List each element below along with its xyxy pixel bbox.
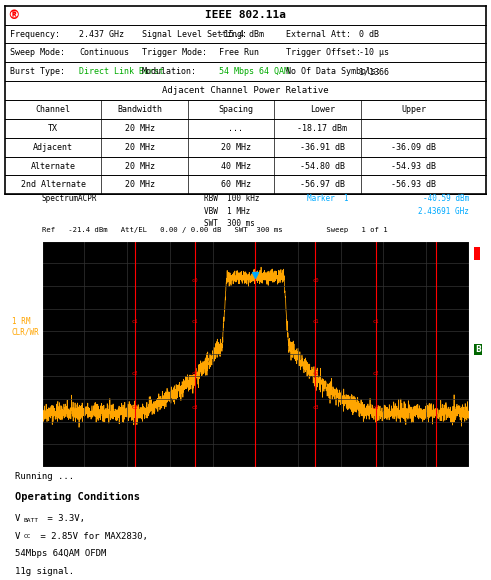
Text: Direct Link Burst: Direct Link Burst <box>80 67 164 77</box>
Text: Running ...: Running ... <box>15 472 74 481</box>
Text: CC: CC <box>23 534 31 539</box>
Text: External Att:: External Att: <box>286 30 352 39</box>
Text: -56.93 dB: -56.93 dB <box>391 180 436 190</box>
Text: B: B <box>475 345 481 354</box>
Text: = 3.3V,: = 3.3V, <box>42 514 85 523</box>
Text: VCC = 2.85V for MAX2830,: VCC = 2.85V for MAX2830, <box>0 579 1 580</box>
Text: 20 MHz: 20 MHz <box>221 143 251 152</box>
Text: c3: c3 <box>372 405 379 411</box>
Text: c1: c1 <box>192 320 198 324</box>
Text: c0: c0 <box>312 278 319 282</box>
Text: Frequency:: Frequency: <box>10 30 60 39</box>
Text: BATT: BATT <box>23 518 38 523</box>
Text: 1 RM
CLR/WR: 1 RM CLR/WR <box>12 317 40 336</box>
Text: c2: c2 <box>312 371 319 376</box>
Text: -36.91 dB: -36.91 dB <box>300 143 345 152</box>
Text: 54Mbps 64QAM OFDM: 54Mbps 64QAM OFDM <box>15 549 106 558</box>
Text: c2: c2 <box>192 371 198 376</box>
Text: Channel: Channel <box>35 105 71 114</box>
Text: 20 MHz: 20 MHz <box>125 180 155 190</box>
Text: 2.437 GHz: 2.437 GHz <box>80 30 125 39</box>
Text: c3: c3 <box>132 405 138 411</box>
Text: -54.80 dB: -54.80 dB <box>300 161 345 171</box>
Text: -10 μs: -10 μs <box>358 48 388 57</box>
Text: V: V <box>15 531 20 541</box>
Text: -40.59 dBm: -40.59 dBm <box>423 194 469 204</box>
Text: Adjacent: Adjacent <box>33 143 73 152</box>
Text: 54 Mbps 64 QAM: 54 Mbps 64 QAM <box>219 67 289 77</box>
Text: Trigger Mode:: Trigger Mode: <box>142 48 207 57</box>
Text: Sweep Mode:: Sweep Mode: <box>10 48 65 57</box>
Text: ®: ® <box>7 9 20 21</box>
Text: 14 MHz/IN: 14 MHz/IN <box>235 480 276 490</box>
Text: c0: c0 <box>192 278 198 282</box>
Text: 2366 MHz: 2366 MHz <box>42 480 79 490</box>
Text: c1: c1 <box>372 320 379 324</box>
Text: ...: ... <box>228 124 244 133</box>
Text: -36.09 dB: -36.09 dB <box>391 143 436 152</box>
Text: Lower: Lower <box>310 105 335 114</box>
Text: c2: c2 <box>132 371 138 376</box>
Text: Adjacent Channel Power Relative: Adjacent Channel Power Relative <box>162 86 329 95</box>
Text: VBATT = 3.3V,: VBATT = 3.3V, <box>0 579 1 580</box>
Text: c3: c3 <box>192 405 198 411</box>
Text: c1: c1 <box>132 320 138 324</box>
Text: No Of Data Symbols:: No Of Data Symbols: <box>286 67 382 77</box>
Text: 2.43691 GHz: 2.43691 GHz <box>418 206 469 216</box>
Text: -15.4 dBm: -15.4 dBm <box>219 30 264 39</box>
Text: VBW  1 MHz: VBW 1 MHz <box>204 206 250 216</box>
Text: Burst Type:: Burst Type: <box>10 67 65 77</box>
Text: SWT  300 ms: SWT 300 ms <box>204 219 255 228</box>
Text: Ref   -21.4 dBm   Att/EL   0.00 / 0.00 dB   SWT  300 ms          Sweep   1 of 1: Ref -21.4 dBm Att/EL 0.00 / 0.00 dB SWT … <box>42 227 387 233</box>
Text: 20 MHz: 20 MHz <box>125 161 155 171</box>
Text: -54.93 dB: -54.93 dB <box>391 161 436 171</box>
Text: SpectrumACPR: SpectrumACPR <box>42 194 97 204</box>
Text: V: V <box>15 514 20 523</box>
Text: Operating Conditions: Operating Conditions <box>15 492 139 502</box>
Text: IEEE 802.11a: IEEE 802.11a <box>205 10 286 20</box>
Text: Trigger Offset:: Trigger Offset: <box>286 48 361 57</box>
Text: 1/1366: 1/1366 <box>358 67 388 77</box>
Text: Upper: Upper <box>402 105 426 114</box>
Text: Continuous: Continuous <box>80 48 130 57</box>
Text: TX: TX <box>48 124 58 133</box>
Text: Spacing: Spacing <box>218 105 253 114</box>
Text: 20 MHz: 20 MHz <box>125 124 155 133</box>
Text: = 2.85V for MAX2830,: = 2.85V for MAX2830, <box>35 531 148 541</box>
Text: Bandwidth: Bandwidth <box>117 105 162 114</box>
Text: Marker  1: Marker 1 <box>306 194 348 204</box>
Text: 0 dB: 0 dB <box>358 30 379 39</box>
Text: 11g signal.: 11g signal. <box>15 567 74 576</box>
Text: c3: c3 <box>312 405 319 411</box>
Text: RBW  100 kHz: RBW 100 kHz <box>204 194 260 204</box>
Text: 2508 MHz: 2508 MHz <box>432 480 469 490</box>
Text: Free Run: Free Run <box>219 48 259 57</box>
Text: c1: c1 <box>312 320 319 324</box>
Text: Alternate: Alternate <box>30 161 76 171</box>
Text: Modulation:: Modulation: <box>142 67 197 77</box>
Text: Signal Level Setting:: Signal Level Setting: <box>142 30 247 39</box>
Text: -56.97 dB: -56.97 dB <box>300 180 345 190</box>
Text: c2: c2 <box>372 371 379 376</box>
Text: 40 MHz: 40 MHz <box>221 161 251 171</box>
Text: -18.17 dBm: -18.17 dBm <box>298 124 348 133</box>
Text: 60 MHz: 60 MHz <box>221 180 251 190</box>
Text: 20 MHz: 20 MHz <box>125 143 155 152</box>
Text: 2nd Alternate: 2nd Alternate <box>21 180 85 190</box>
